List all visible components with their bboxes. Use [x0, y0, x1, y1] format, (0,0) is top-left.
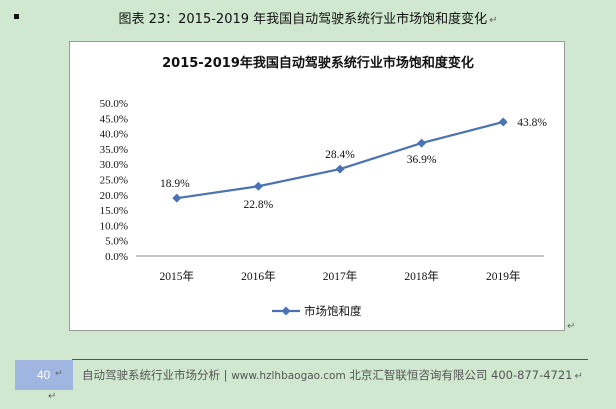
- x-tick-label: 2018年: [404, 269, 439, 283]
- y-tick-label: 40.0%: [100, 129, 128, 141]
- data-point-marker: [417, 138, 427, 148]
- x-tick-label: 2019年: [486, 269, 521, 283]
- data-point-marker: [498, 117, 508, 127]
- y-tick-label: 25.0%: [100, 175, 128, 187]
- data-point-marker: [335, 164, 345, 174]
- x-axis: 2015年 2016年 2017年 2018年 2019年: [136, 255, 544, 283]
- page-number-box: [15, 360, 73, 390]
- bullet-marker: [14, 14, 19, 19]
- data-label: 43.8%: [517, 117, 547, 129]
- paragraph-mark: ↵: [489, 15, 498, 26]
- line-chart: 2015-2019年我国自动驾驶系统行业市场饱和度变化 0.0% 5.0% 10.0…: [100, 55, 548, 318]
- y-tick-label: 15.0%: [100, 205, 128, 217]
- x-tick-label: 2016年: [241, 269, 276, 283]
- y-tick-label: 20.0%: [100, 190, 128, 202]
- footer-phone: 400-877-4721: [487, 368, 573, 382]
- footer-company: 北京汇智联恒咨询有限公司: [345, 368, 488, 382]
- footer-text: 自动驾驶系统行业市场分析 | www.hzlhbaogao.com 北京汇智联恒…: [82, 367, 583, 383]
- legend-marker: [281, 306, 291, 316]
- paragraph-mark: ↵: [567, 321, 576, 332]
- series-group: 18.9% 22.8% 28.4% 36.9% 43.8%: [160, 117, 547, 211]
- data-point-marker: [172, 193, 182, 203]
- legend: 市场饱和度: [272, 304, 362, 318]
- y-tick-label: 30.0%: [100, 159, 128, 171]
- figure-caption: 图表 23：2015-2019 年我国自动驾驶系统行业市场饱和度变化 ↵: [0, 8, 616, 27]
- data-label: 22.8%: [244, 199, 274, 211]
- y-tick-label: 0.0%: [105, 251, 128, 263]
- x-tick-label: 2015年: [160, 269, 195, 283]
- y-tick-label: 50.0%: [100, 98, 128, 110]
- data-label: 28.4%: [325, 149, 355, 161]
- y-tick-label: 5.0%: [105, 236, 128, 248]
- y-tick-label: 45.0%: [100, 113, 128, 125]
- y-tick-label: 35.0%: [100, 144, 128, 156]
- data-point-marker: [253, 181, 263, 191]
- paragraph-mark: ↵: [55, 369, 63, 379]
- x-tick-label: 2017年: [323, 269, 358, 283]
- footer-url[interactable]: www.hzlhbaogao.com: [231, 370, 346, 382]
- y-tick-label: 10.0%: [100, 220, 128, 232]
- page-number: 40: [37, 368, 51, 382]
- chart-frame[interactable]: 2015-2019年我国自动驾驶系统行业市场饱和度变化 0.0% 5.0% 10.0…: [69, 41, 565, 331]
- footer-divider: [72, 359, 588, 360]
- paragraph-mark: ↵: [48, 391, 57, 402]
- legend-label: 市场饱和度: [304, 304, 362, 318]
- data-label: 18.9%: [160, 178, 190, 190]
- data-label: 36.9%: [407, 154, 437, 166]
- paragraph-mark: ↵: [574, 371, 583, 382]
- footer-title: 自动驾驶系统行业市场分析 |: [82, 368, 232, 382]
- chart-title: 2015-2019年我国自动驾驶系统行业市场饱和度变化: [162, 55, 474, 71]
- figure-caption-text: 图表 23：2015-2019 年我国自动驾驶系统行业市场饱和度变化: [118, 12, 488, 27]
- y-axis: 0.0% 5.0% 10.0% 15.0% 20.0% 25.0% 30.0% 35.0% 40…: [100, 98, 128, 263]
